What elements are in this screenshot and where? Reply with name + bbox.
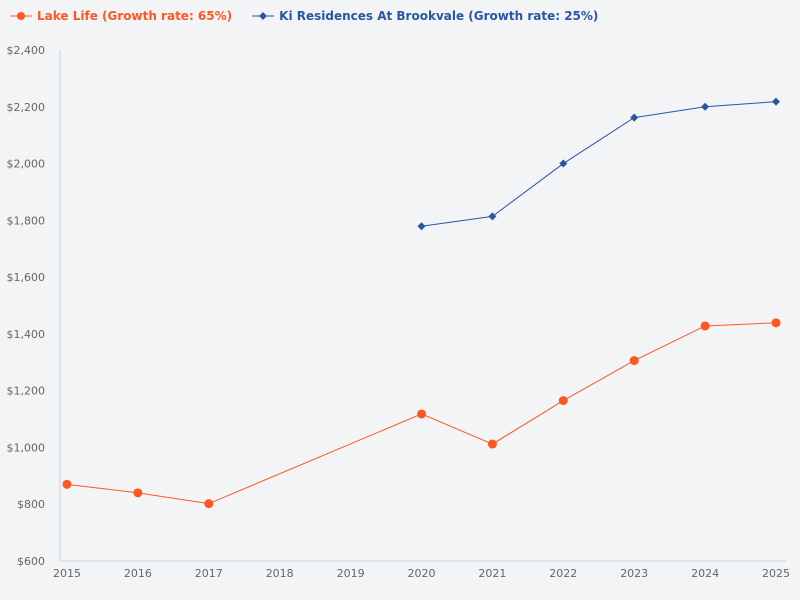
y-tick-label: $600 xyxy=(17,555,45,568)
data-point xyxy=(487,439,497,449)
data-point xyxy=(488,212,497,221)
data-point xyxy=(417,222,426,231)
circle-marker-icon xyxy=(10,12,32,20)
x-tick-label: 2015 xyxy=(53,567,81,580)
x-tick-label: 2021 xyxy=(478,567,506,580)
series-line-1 xyxy=(421,101,777,227)
data-point xyxy=(701,102,710,111)
y-tick-label: $1,400 xyxy=(7,328,46,341)
y-tick-label: $1,800 xyxy=(7,214,46,227)
diamond-marker-icon xyxy=(252,12,275,20)
data-point xyxy=(417,409,426,419)
y-tick-label: $1,000 xyxy=(7,441,46,454)
data-point xyxy=(204,499,214,509)
data-point xyxy=(771,318,781,328)
data-point xyxy=(772,97,780,106)
x-tick-label: 2025 xyxy=(762,567,790,580)
x-tick-label: 2016 xyxy=(124,567,152,580)
x-tick-label: 2023 xyxy=(620,567,648,580)
legend-item-lake-life[interactable]: Lake Life (Growth rate: 65%) xyxy=(10,9,232,23)
y-tick-label: $1,600 xyxy=(7,271,46,284)
legend-item-ki-residences[interactable]: Ki Residences At Brookvale (Growth rate:… xyxy=(252,9,598,23)
data-point xyxy=(133,488,143,498)
x-tick-label: 2022 xyxy=(549,567,577,580)
legend-label: Lake Life (Growth rate: 65%) xyxy=(37,9,233,23)
x-tick-label: 2020 xyxy=(408,567,436,580)
y-tick-label: $2,200 xyxy=(7,101,46,114)
data-point xyxy=(630,113,639,122)
data-point xyxy=(558,396,568,406)
x-tick-label: 2018 xyxy=(266,567,294,580)
x-tick-label: 2019 xyxy=(337,567,365,580)
data-point xyxy=(700,321,710,331)
x-tick-label: 2024 xyxy=(691,567,719,580)
x-tick-label: 2017 xyxy=(195,567,223,580)
data-point xyxy=(62,479,72,489)
legend-label: Ki Residences At Brookvale (Growth rate:… xyxy=(279,9,599,23)
data-point xyxy=(629,356,639,366)
legend: Lake Life (Growth rate: 65%) Ki Residenc… xyxy=(10,9,598,23)
data-point xyxy=(559,159,568,168)
y-tick-label: $1,200 xyxy=(7,385,46,398)
y-tick-label: $2,400 xyxy=(7,44,46,57)
y-tick-label: $800 xyxy=(17,498,45,511)
y-tick-label: $2,000 xyxy=(7,158,46,171)
